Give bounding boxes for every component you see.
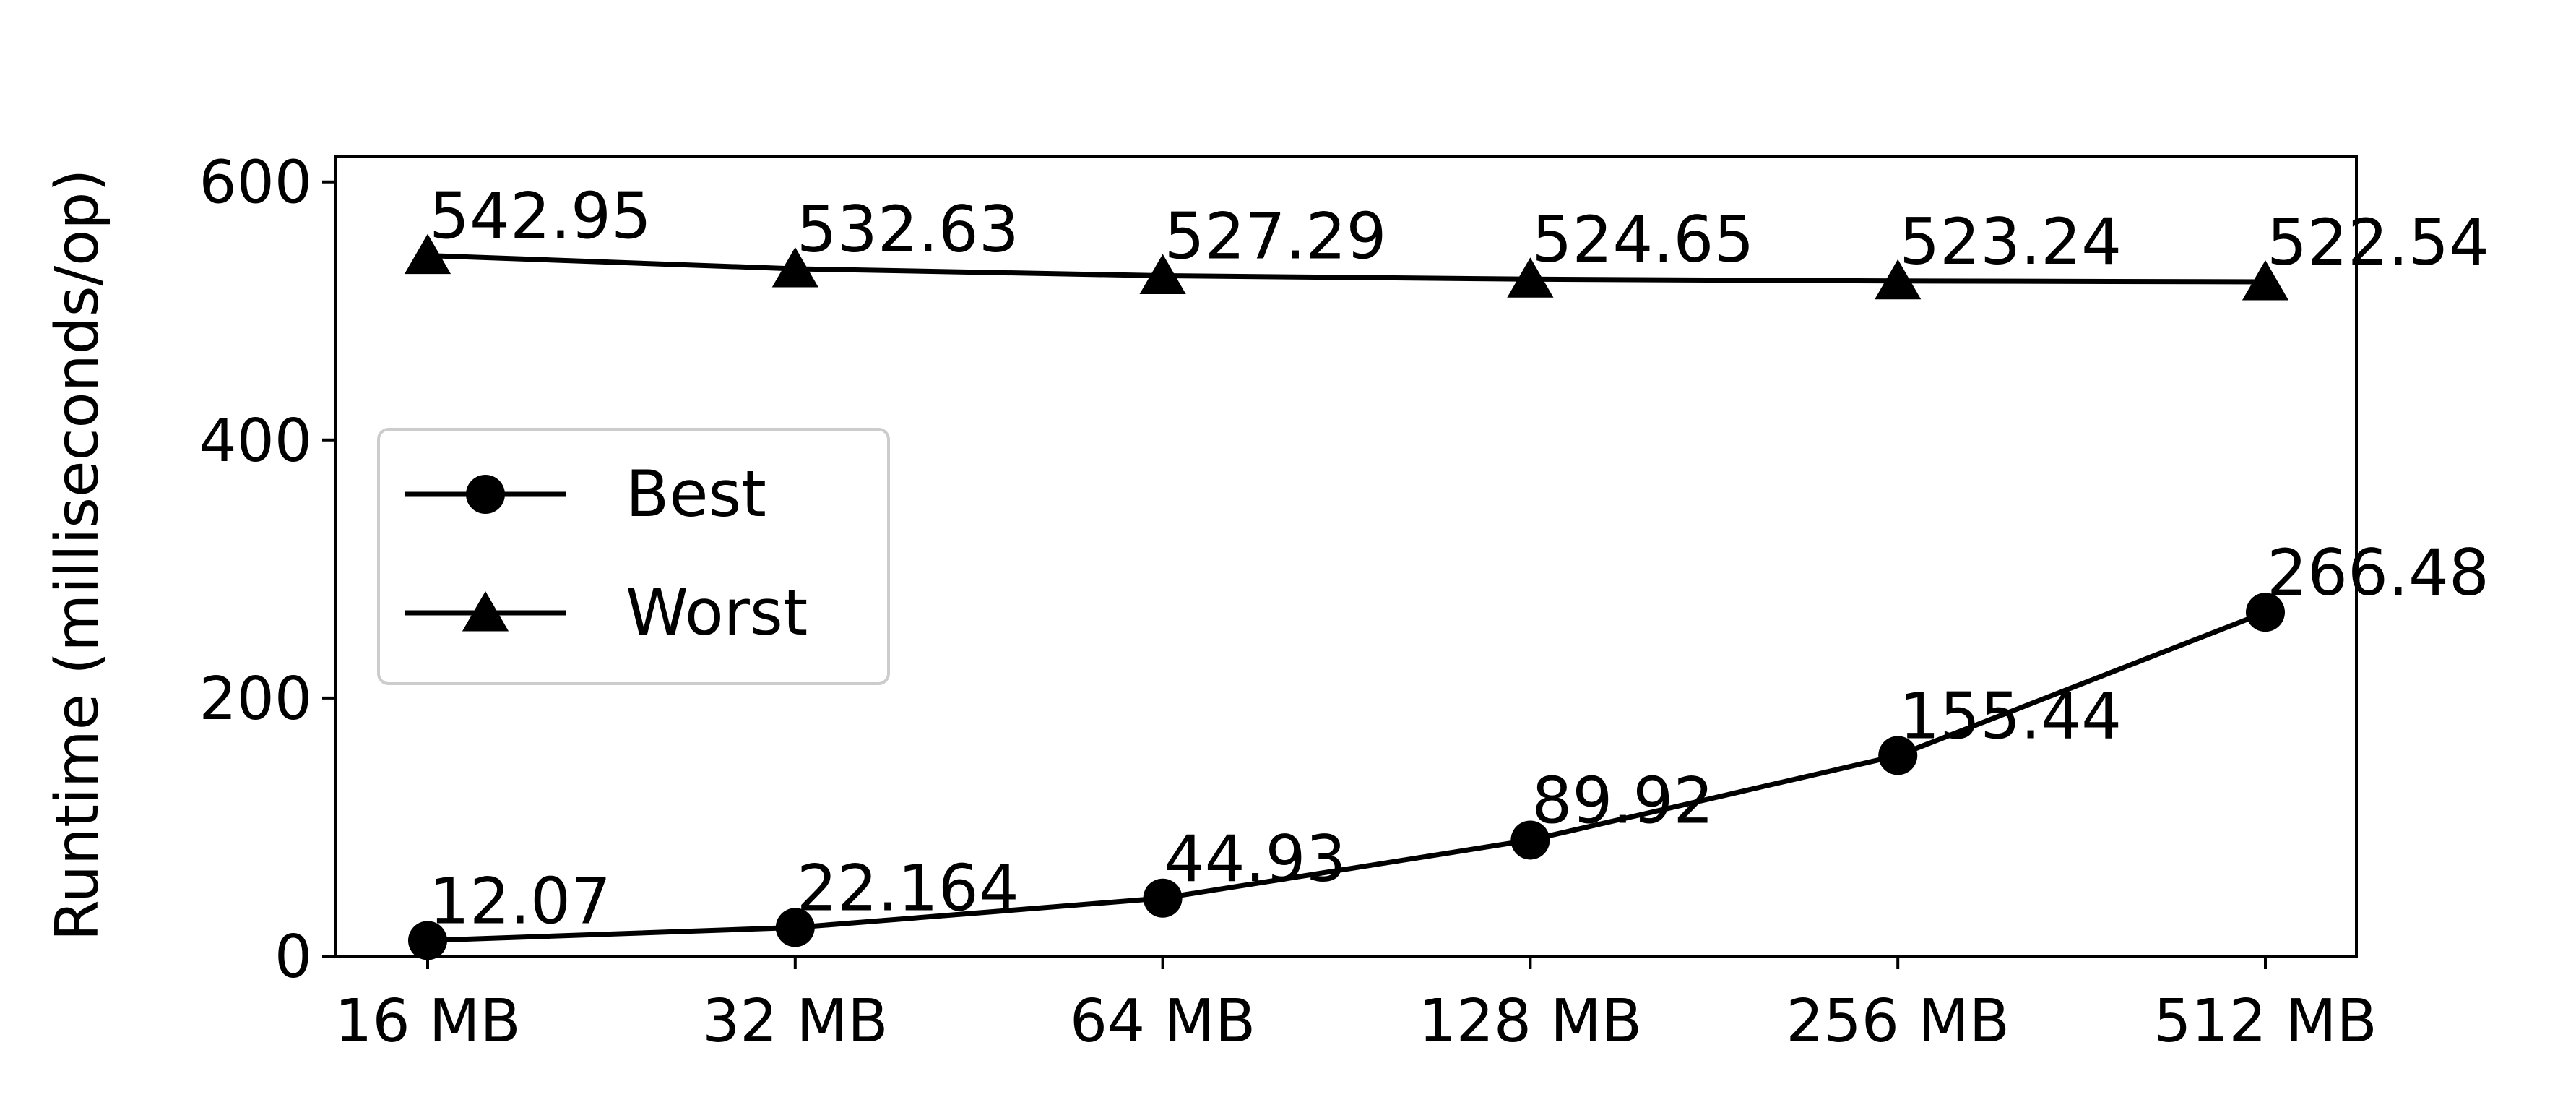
data-label-worst: 527.29: [1164, 199, 1387, 274]
plot-frame: [334, 155, 2358, 958]
x-tick-label: 64 MB: [1070, 987, 1255, 1056]
y-axis: 0 200 400 600: [199, 149, 335, 992]
data-label-best: 155.44: [1899, 679, 2122, 753]
x-tick-label: 128 MB: [1419, 987, 1643, 1056]
data-point-worst: [1507, 257, 1554, 298]
y-tick-label: 600: [199, 149, 312, 218]
data-labels: 12.07 22.164 44.93 89.92 155.44 266.48 542.95 5…: [429, 179, 2489, 939]
data-label-worst: 522.54: [2267, 205, 2489, 280]
legend-marker-best: [466, 475, 505, 514]
series-line-best: [427, 609, 2267, 943]
x-tick-label: 16 MB: [334, 987, 520, 1056]
data-point-best: [775, 908, 815, 947]
legend: Best Worst: [377, 428, 890, 685]
y-tick-label: 0: [275, 923, 312, 992]
x-tick-label: 512 MB: [2153, 987, 2377, 1056]
x-tick-label: 32 MB: [702, 987, 888, 1056]
data-label-best: 266.48: [2267, 536, 2489, 610]
data-label-worst: 532.63: [797, 192, 1019, 267]
series-line-worst: [427, 253, 2266, 285]
data-point-worst: [404, 233, 451, 275]
plot-frame-rect: [334, 155, 2358, 958]
data-label-worst: 523.24: [1899, 205, 2122, 279]
data-point-worst: [1139, 254, 1186, 295]
data-label-best: 89.92: [1531, 763, 1713, 838]
data-point-best: [2246, 593, 2285, 632]
data-point-best: [1143, 878, 1183, 918]
data-label-best: 12.07: [429, 864, 611, 938]
data-label-worst: 524.65: [1531, 202, 1754, 277]
y-tick-label: 400: [199, 407, 312, 476]
y-axis-title: Runtime (milliseconds/op): [43, 169, 112, 942]
series-layer: [404, 233, 2289, 960]
data-label-best: 44.93: [1164, 822, 1347, 896]
data-label-best: 22.164: [797, 851, 1019, 925]
data-label-worst: 542.95: [429, 179, 652, 254]
data-point-worst: [1875, 259, 1922, 300]
data-point-best: [1510, 820, 1550, 860]
y-tick-label: 200: [199, 665, 312, 734]
data-point-worst: [771, 246, 818, 288]
data-point-best: [408, 921, 447, 960]
legend-marker-worst: [462, 591, 509, 632]
data-point-worst: [2242, 260, 2289, 301]
legend-label-best: Best: [626, 457, 766, 531]
data-point-best: [1878, 736, 1918, 775]
legend-label-worst: Worst: [626, 575, 808, 650]
x-axis: 16 MB 32 MB 64 MB 128 MB 256 MB 512 MB: [334, 956, 2377, 1056]
x-tick-label: 256 MB: [1786, 987, 2010, 1056]
